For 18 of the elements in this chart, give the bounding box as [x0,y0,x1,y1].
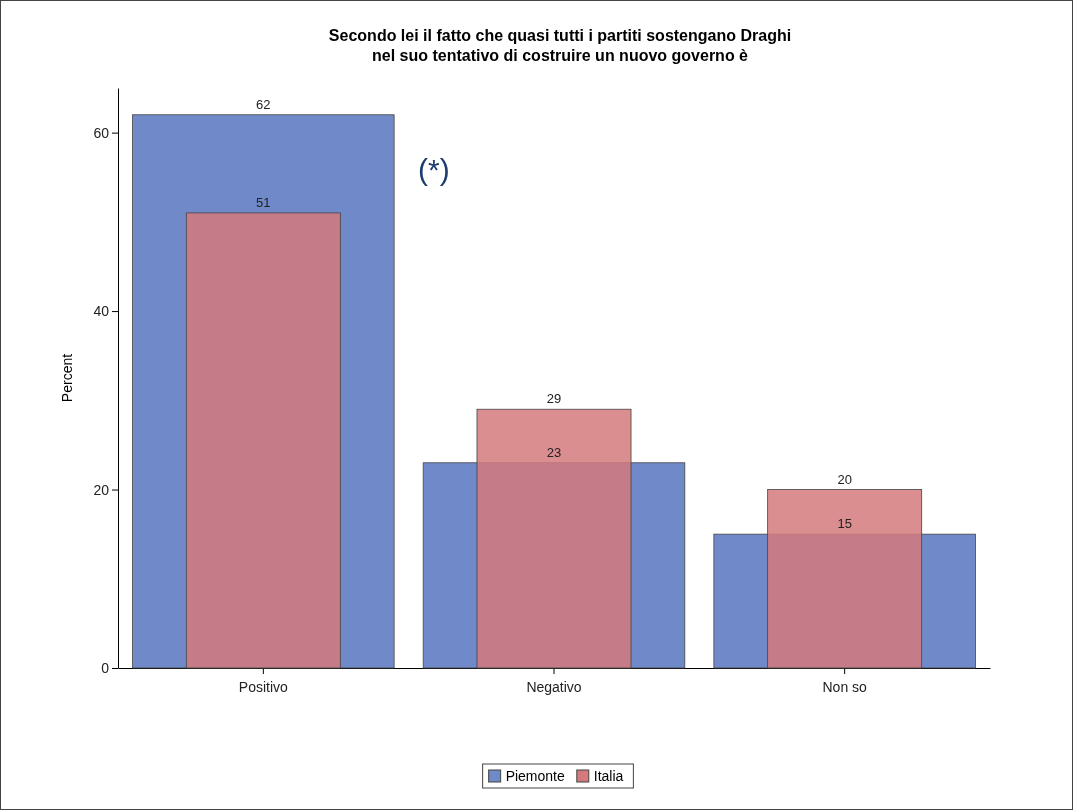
data-label: 29 [546,391,562,407]
annotation: (*) [418,153,450,186]
legend-label: Piemonte [505,768,565,784]
x-tick-label: Non so [822,679,868,696]
y-tick-label: 40 [93,303,110,320]
y-axis-title: Percent [59,353,75,403]
y-tick-label: 60 [93,124,110,141]
y-tick-label: 20 [93,481,110,498]
data-label: 23 [546,444,562,460]
chart-title: Secondo lei il fatto che quasi tutti i partiti sostengano Draghi nel suo tentativo di costruire un nuovo governo è [328,27,792,64]
data-label: 62 [256,96,271,112]
data-label: 15 [837,516,852,532]
data-label: 20 [837,471,852,487]
data-label: 51 [256,194,271,210]
x-tick-label: Positivo [238,679,289,696]
y-tick-label: 0 [101,659,110,676]
x-tick-label: Negativo [526,679,582,696]
legend-label: Italia [593,768,624,784]
